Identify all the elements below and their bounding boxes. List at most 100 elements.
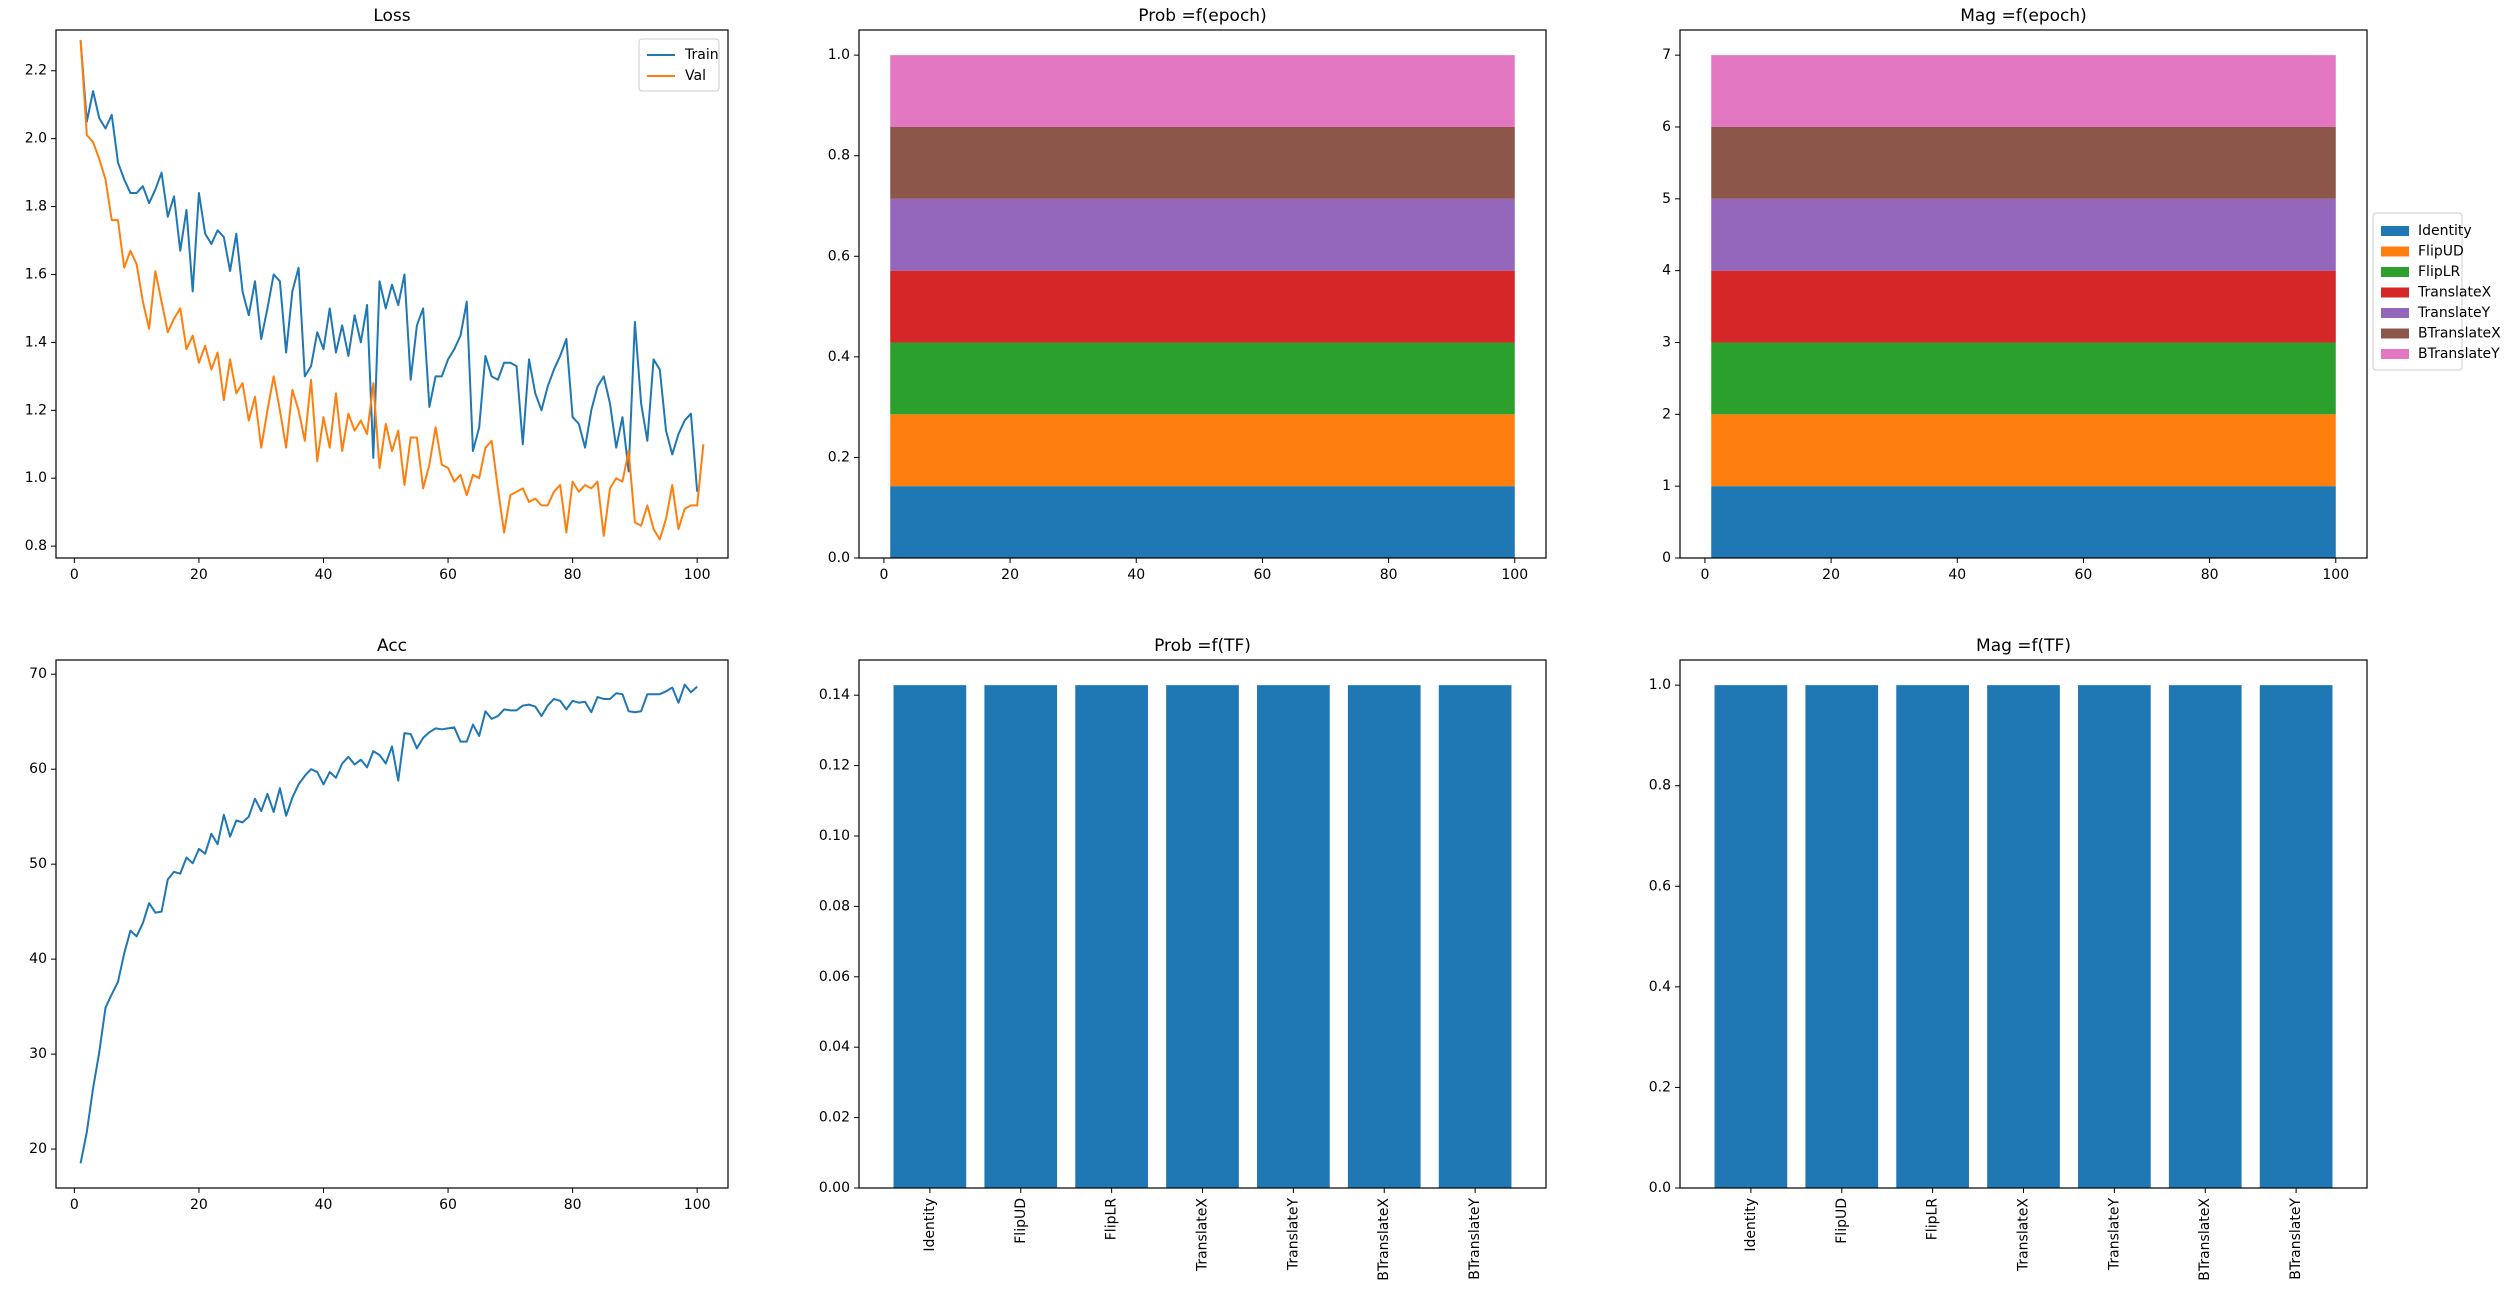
x-tick-label: Identity	[922, 1198, 938, 1252]
x-tick-label: FlipUD	[1834, 1198, 1850, 1244]
axes-frame	[1679, 29, 2368, 559]
x-tick-label: FlipLR	[1104, 1198, 1120, 1241]
x-tick-label: 0	[1700, 567, 1709, 583]
x-tick-label: 80	[564, 1197, 582, 1213]
x-tick-label: 80	[1380, 567, 1398, 583]
legend-swatch	[2381, 226, 2409, 236]
chart-panel-6: Mag =f(TF) Identity FlipUD FlipLR TranslateX…	[1649, 636, 2368, 1281]
x-tick-label: TranslateY	[1285, 1198, 1301, 1272]
y-tick-label: 7	[1662, 47, 1671, 63]
legend-label: BTranslateX	[2418, 326, 2501, 342]
area-band-btranslatey	[1711, 55, 2336, 127]
x-tick-label: 80	[2201, 567, 2219, 583]
y-tick-label: 2.0	[25, 131, 47, 147]
legend: Identity FlipUD FlipLR TranslateX TranslateY…	[2372, 212, 2501, 371]
y-tick-label: 0.02	[819, 1110, 850, 1126]
x-tick-label: FlipLR	[1925, 1198, 1941, 1241]
bar-btranslatey	[1438, 685, 1512, 1188]
y-tick-label: 0.00	[819, 1180, 850, 1196]
x-tick-label: BTranslateX	[1376, 1198, 1392, 1281]
x-tick-label: 100	[684, 1197, 711, 1213]
area-band-translatey	[890, 198, 1515, 271]
bar-flipud	[984, 685, 1058, 1188]
legend-swatch	[2381, 308, 2409, 318]
bar-fliplr	[1896, 685, 1969, 1188]
x-tick-label: 20	[190, 567, 208, 583]
legend-swatch	[2381, 349, 2409, 359]
y-tick-label: 0.8	[1649, 778, 1671, 794]
y-tick-label: 1.0	[1649, 677, 1671, 693]
x-tick-label: 100	[684, 567, 711, 583]
axes-frame	[55, 659, 729, 1189]
y-tick-label: 0.2	[1649, 1079, 1671, 1095]
area-band-flipud	[890, 414, 1515, 487]
plot-area	[1711, 55, 2336, 558]
y-tick-label: 30	[29, 1046, 47, 1062]
x-tick-label: 60	[1254, 567, 1272, 583]
axes-frame	[858, 29, 1547, 559]
x-tick-label: FlipUD	[1013, 1198, 1029, 1244]
chart-title: Acc	[377, 636, 407, 656]
legend-label: FlipLR	[2418, 264, 2461, 280]
area-band-identity	[890, 486, 1515, 558]
area-band-translatex	[890, 270, 1515, 343]
x-tick-label: 80	[564, 567, 582, 583]
x-tick-label: TranslateY	[2106, 1198, 2122, 1272]
bar-identity	[1714, 685, 1788, 1188]
plot-area	[79, 683, 698, 1164]
y-tick-label: 0.8	[25, 538, 47, 554]
x-tick-label: BTranslateY	[1467, 1198, 1483, 1280]
y-tick-label: 4	[1662, 263, 1671, 279]
x-tick-label: TranslateX	[1195, 1198, 1211, 1273]
x-tick-label: 100	[1501, 567, 1528, 583]
y-tick-label: 1	[1662, 478, 1671, 494]
y-tick-label: 0.6	[828, 248, 850, 264]
bar-fliplr	[1075, 685, 1148, 1188]
legend-swatch	[2381, 246, 2409, 257]
chart-panel-4: Acc 0 20 40 60 80 100 20 30 40 50 60 70	[29, 636, 729, 1213]
x-tick-label: 40	[315, 567, 333, 583]
legend-label: TranslateX	[2417, 285, 2492, 301]
y-tick-label: 0.0	[1649, 1180, 1671, 1196]
y-tick-label: 2	[1662, 406, 1671, 422]
y-tick-label: 2.2	[25, 63, 47, 79]
legend-label: Identity	[2418, 223, 2472, 239]
y-tick-label: 5	[1662, 191, 1671, 207]
series-line-acc	[79, 683, 698, 1164]
x-tick-label: 40	[315, 1197, 333, 1213]
y-tick-label: 3	[1662, 334, 1671, 350]
y-tick-label: 40	[29, 951, 47, 967]
chart-panel-5: Prob =f(TF) Identity FlipUD FlipLR Translate…	[819, 636, 1547, 1281]
y-tick-label: 0.04	[819, 1039, 850, 1055]
axes-frame	[1679, 659, 2368, 1189]
bar-translatex	[1987, 685, 2060, 1188]
bar-translatey	[1257, 685, 1330, 1188]
y-tick-label: 1.0	[828, 47, 850, 63]
area-band-flipud	[1711, 414, 2336, 487]
y-tick-label: 1.8	[25, 199, 47, 215]
y-tick-label: 0.4	[828, 349, 850, 365]
y-tick-label: 6	[1662, 119, 1671, 135]
chart-panel-3: Mag =f(epoch) 0 20 40 60 80 100 0 1 2 3 4 5 6 7 Identit…	[1662, 6, 2501, 583]
plot-area	[890, 55, 1515, 558]
y-tick-label: 0.6	[1649, 878, 1671, 894]
y-tick-label: 0.06	[819, 969, 850, 985]
chart-title: Mag =f(epoch)	[1960, 6, 2087, 26]
series-line-train	[79, 40, 699, 492]
x-tick-label: 0	[70, 567, 79, 583]
y-tick-label: 1.6	[25, 266, 47, 282]
area-band-identity	[1711, 486, 2336, 558]
legend-swatch	[2381, 287, 2409, 298]
x-tick-label: 100	[2322, 567, 2349, 583]
y-tick-label: 0.10	[819, 828, 850, 844]
y-tick-label: 0	[1662, 550, 1671, 566]
plot-area	[79, 40, 705, 541]
area-band-fliplr	[890, 342, 1515, 415]
bar-btranslatex	[1347, 685, 1421, 1188]
chart-title: Loss	[373, 6, 410, 26]
x-tick-label: 60	[439, 1197, 457, 1213]
y-tick-label: 60	[29, 761, 47, 777]
y-tick-label: 0.8	[828, 148, 850, 164]
x-tick-label: 60	[2075, 567, 2093, 583]
